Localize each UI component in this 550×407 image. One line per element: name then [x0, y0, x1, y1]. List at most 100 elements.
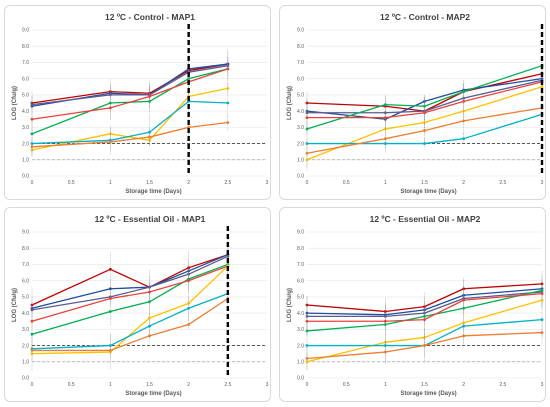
- series-line: [31, 293, 229, 350]
- y-tick-label: 4.0: [297, 311, 304, 317]
- y-tick-label: 8.0: [22, 44, 29, 50]
- data-point: [305, 111, 309, 115]
- x-tick-label: 2.5: [224, 180, 231, 186]
- data-point: [305, 142, 309, 145]
- data-point: [108, 287, 112, 291]
- chart-panel-control-map1: 12 ºC - Control - MAP1 0.0 1.0 2.0 3.0 4.0 5.0…: [4, 5, 271, 200]
- x-tick-label: 2.5: [224, 382, 231, 388]
- data-point: [383, 103, 387, 107]
- data-point: [383, 319, 387, 323]
- x-tick-label: 3: [266, 382, 269, 388]
- data-point: [305, 314, 309, 318]
- data-point: [305, 319, 309, 323]
- data-point: [30, 132, 34, 136]
- y-tick-label: 6.0: [22, 278, 29, 284]
- chart-title: 12 ºC - Control - MAP2: [380, 12, 470, 22]
- y-tick-label: 2.0: [22, 343, 29, 349]
- x-tick-label: 2: [187, 382, 190, 388]
- y-tick-label: 4.0: [297, 109, 304, 115]
- data-point: [540, 298, 544, 302]
- y-tick-label: 7.0: [297, 60, 304, 66]
- y-tick-label: 5.0: [22, 295, 29, 301]
- data-point: [462, 119, 466, 123]
- y-axis-label: LOG (Cfu/g): [12, 288, 18, 322]
- data-point: [148, 334, 151, 338]
- chart-title: 12 ºC - Essential Oil - MAP2: [370, 214, 481, 224]
- y-axis-label: LOG (Cfu/g): [287, 288, 293, 322]
- y-tick-label: 1.0: [297, 359, 304, 365]
- y-tick-label: 4.0: [22, 311, 29, 317]
- data-point: [148, 300, 151, 304]
- x-tick-label: 1: [384, 382, 387, 388]
- x-tick-label: 0: [31, 382, 34, 388]
- data-point: [462, 137, 466, 141]
- y-tick-label: 8.0: [297, 44, 304, 50]
- x-axis-label: Storage time (Days): [400, 391, 456, 397]
- y-tick-label: 5.0: [297, 295, 304, 301]
- x-tick-label: 2: [187, 180, 190, 186]
- x-tick-label: 3: [266, 180, 269, 186]
- chart-svg: 12 ºC - Essential Oil - MAP2 0.0 1.0 2.0 3.0…: [287, 214, 544, 397]
- y-tick-label: 0.0: [22, 376, 29, 382]
- data-point: [30, 319, 34, 323]
- y-tick-label: 9.0: [297, 230, 304, 236]
- data-point: [462, 334, 466, 338]
- data-point: [226, 121, 230, 124]
- x-tick-label: 1.5: [146, 382, 153, 388]
- data-point: [108, 344, 112, 347]
- chart-title: 12 ºC - Control - MAP1: [105, 12, 195, 22]
- data-point: [423, 318, 426, 321]
- data-point: [30, 103, 34, 107]
- data-point: [423, 104, 426, 108]
- y-tick-label: 6.0: [22, 76, 29, 82]
- x-tick-label: 1.5: [421, 382, 428, 388]
- data-point: [148, 290, 151, 294]
- y-tick-label: 8.0: [297, 246, 304, 252]
- data-point: [108, 349, 112, 352]
- y-tick-label: 3.0: [297, 125, 304, 131]
- y-tick-label: 5.0: [297, 93, 304, 99]
- x-tick-label: 2: [462, 180, 465, 186]
- x-tick-label: 1: [109, 382, 112, 388]
- data-point: [540, 331, 544, 334]
- data-point: [305, 116, 309, 119]
- data-point: [148, 95, 151, 98]
- data-point: [108, 267, 112, 271]
- y-tick-label: 2.0: [297, 343, 304, 349]
- data-point: [540, 318, 544, 321]
- y-tick-label: 9.0: [22, 230, 29, 236]
- data-point: [187, 323, 191, 326]
- y-tick-label: 7.0: [22, 262, 29, 268]
- y-tick-label: 3.0: [22, 125, 29, 131]
- data-point: [30, 332, 34, 336]
- x-tick-label: 2: [462, 382, 465, 388]
- data-point: [108, 297, 112, 300]
- x-tick-label: 3: [541, 382, 544, 388]
- data-point: [108, 310, 112, 313]
- y-tick-label: 1.0: [297, 157, 304, 163]
- data-point: [540, 289, 544, 292]
- data-point: [187, 306, 191, 310]
- y-tick-label: 2.0: [297, 141, 304, 147]
- x-tick-label: 0.5: [343, 382, 350, 388]
- y-axis-label: LOG (Cfu/g): [12, 86, 18, 120]
- y-tick-label: 5.0: [22, 93, 29, 99]
- x-tick-label: 0: [31, 180, 34, 186]
- data-point: [148, 324, 151, 328]
- x-tick-label: 1.5: [421, 180, 428, 186]
- chart-svg: 12 ºC - Essential Oil - MAP1 0.0 1.0 2.0 3.0…: [12, 214, 269, 397]
- data-point: [462, 90, 466, 94]
- x-axis-label: Storage time (Days): [125, 391, 181, 397]
- x-tick-label: 3: [541, 180, 544, 186]
- data-point: [30, 308, 34, 312]
- y-tick-label: 4.0: [22, 109, 29, 115]
- y-axis-label: LOG (Cfu/g): [287, 86, 293, 120]
- series-line: [31, 254, 229, 309]
- y-tick-label: 1.0: [22, 359, 29, 365]
- series-line: [31, 87, 228, 151]
- series-line: [31, 254, 229, 306]
- y-tick-label: 2.0: [22, 141, 29, 147]
- chart-svg: 12 ºC - Control - MAP1 0.0 1.0 2.0 3.0 4.0 5.0…: [12, 12, 269, 195]
- data-point: [305, 101, 309, 105]
- y-tick-label: 6.0: [297, 278, 304, 284]
